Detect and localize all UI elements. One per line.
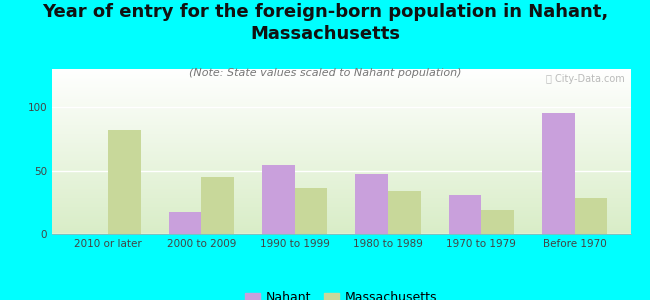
Bar xyxy=(542,113,575,234)
Bar xyxy=(202,177,234,234)
Text: (Note: State values scaled to Nahant population): (Note: State values scaled to Nahant pop… xyxy=(188,68,462,77)
Bar xyxy=(294,188,327,234)
Bar xyxy=(168,212,202,234)
Bar xyxy=(388,191,421,234)
Legend: Nahant, Massachusetts: Nahant, Massachusetts xyxy=(240,286,443,300)
Bar xyxy=(108,130,140,234)
Bar xyxy=(262,166,294,234)
Text: Ⓐ City-Data.com: Ⓐ City-Data.com xyxy=(546,74,625,84)
Bar xyxy=(356,174,388,234)
Bar xyxy=(448,195,481,234)
Bar xyxy=(575,199,607,234)
Bar xyxy=(481,210,514,234)
Text: Year of entry for the foreign-born population in Nahant,
Massachusetts: Year of entry for the foreign-born popul… xyxy=(42,3,608,43)
